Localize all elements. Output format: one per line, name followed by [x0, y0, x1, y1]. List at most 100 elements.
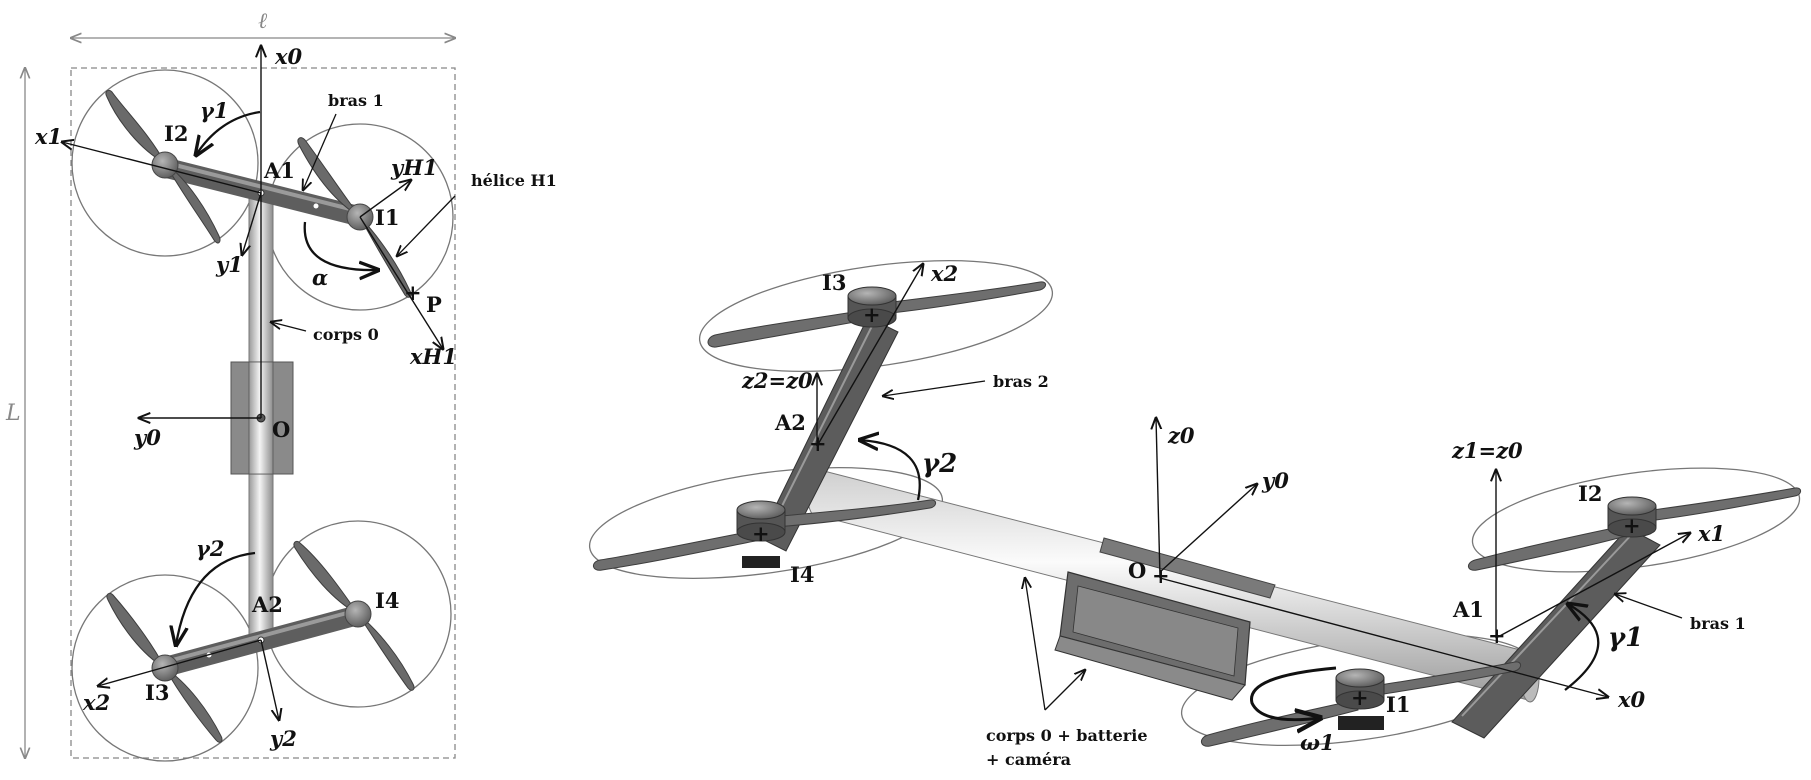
- iso-battery: [1099, 537, 1276, 599]
- label-I1: I1: [375, 205, 399, 230]
- iso-disc-I2: [1471, 467, 1801, 573]
- iso-disc-I3: [698, 259, 1054, 373]
- iso-callout-corps-arrow-a: [1025, 578, 1046, 711]
- iso-angle-gamma2-arc: [860, 440, 921, 501]
- iso-label-I2: I2: [1578, 481, 1602, 506]
- iso-callout-corps-arrow-b: [1044, 670, 1085, 711]
- iso-callout-bras2: bras 2: [993, 372, 1049, 391]
- iso-motor-I3: [847, 286, 897, 328]
- iso-arm-2-edge: [769, 317, 877, 531]
- iso-label-A2: A2: [774, 410, 806, 435]
- callout-helice: hélice H1: [471, 171, 557, 190]
- label-I4: I4: [375, 588, 399, 613]
- label-y1: y1: [215, 252, 243, 277]
- iso-cross-A1: +: [1488, 623, 1506, 648]
- top-view: ℓ L: [5, 9, 557, 762]
- length-dimension-label: L: [5, 401, 21, 426]
- propeller-I4: [293, 540, 415, 691]
- iso-motor-I1: [1335, 668, 1385, 730]
- iso-axis-z0: [1156, 418, 1160, 579]
- iso-callout-corps-line1: corps 0 + batterie: [986, 726, 1148, 745]
- label-x0: x0: [274, 44, 303, 69]
- label-y2: y2: [269, 726, 297, 751]
- arm-2-highlight: [163, 608, 360, 664]
- propeller-disc-I3: [71, 574, 259, 762]
- label-I3: I3: [145, 680, 169, 705]
- axis-y2: [260, 639, 279, 720]
- label-yH1: yH1: [390, 155, 438, 180]
- callout-corps0: corps 0: [313, 325, 379, 344]
- iso-label-omega1: ω1: [1300, 730, 1335, 755]
- iso-callout-bras1: bras 1: [1690, 614, 1746, 633]
- iso-axis-y0: [1159, 484, 1257, 573]
- iso-callout-bras2-arrow: [883, 380, 986, 396]
- axis-xH1: [359, 216, 443, 349]
- label-A2: A2: [251, 592, 283, 617]
- label-alpha: α: [312, 265, 328, 290]
- iso-label-gamma1: γ1: [1608, 623, 1643, 653]
- iso-motor-I2: [1607, 496, 1657, 538]
- label-P: P: [426, 292, 442, 317]
- iso-cross-O: +: [1152, 563, 1170, 588]
- label-O: O: [272, 417, 290, 442]
- angle-alpha-arc: [303, 221, 378, 270]
- width-dimension-label: ℓ: [258, 9, 268, 34]
- iso-angle-omega1-arc: [1250, 666, 1337, 720]
- iso-propeller-I3: [707, 281, 1047, 348]
- axis-x1: [62, 142, 262, 194]
- iso-label-x2: x2: [930, 261, 958, 286]
- callout-corps0-arrow: [271, 322, 307, 332]
- label-A1: A1: [263, 158, 295, 183]
- iso-axis-x0: [1159, 577, 1608, 697]
- iso-propeller-I2: [1468, 487, 1802, 571]
- iso-callout-corps-line2: + caméra: [986, 750, 1071, 769]
- iso-cross-I1: +: [1351, 685, 1369, 710]
- iso-label-z0: z0: [1167, 423, 1195, 448]
- angle-gamma1-arc: [196, 110, 261, 155]
- iso-arm-1-edge: [1461, 531, 1635, 717]
- iso-view: + + + + + + + I3 I4 I2 I1 A2 A1 O z0 y0 …: [588, 259, 1802, 769]
- label-x2: x2: [82, 690, 110, 715]
- callout-bras1: bras 1: [328, 91, 384, 110]
- iso-label-A1: A1: [1452, 597, 1484, 622]
- hub-I2: [151, 151, 179, 179]
- iso-label-I1: I1: [1386, 692, 1410, 717]
- iso-label-x1: x1: [1697, 521, 1725, 546]
- label-y0: y0: [133, 425, 161, 450]
- iso-camera-lens: [1072, 585, 1239, 677]
- iso-callout-bras1-arrow: [1615, 594, 1683, 619]
- iso-cross-I3: +: [863, 302, 881, 327]
- iso-axis-x1: [1495, 533, 1690, 639]
- iso-label-I4: I4: [790, 562, 814, 587]
- iso-disc-I4: [588, 466, 944, 580]
- iso-label-O: O: [1128, 558, 1146, 583]
- iso-arm-1: [1451, 527, 1661, 739]
- label-gamma1: γ1: [200, 98, 228, 123]
- iso-label-x0: x0: [1617, 687, 1646, 712]
- iso-propeller-I4: [593, 499, 937, 571]
- iso-label-I3: I3: [822, 270, 846, 295]
- propeller-I2: [105, 89, 221, 244]
- axis-yH1: [359, 180, 411, 218]
- point-P-cross: +: [404, 280, 422, 305]
- propeller-disc-I2: [71, 69, 259, 257]
- iso-cross-I4: +: [752, 521, 770, 546]
- iso-axis-x2: [816, 264, 923, 447]
- iso-angle-gamma1-arc: [1565, 604, 1600, 691]
- label-xH1: xH1: [409, 344, 457, 369]
- angle-gamma2-arc: [176, 551, 256, 645]
- hub-I3: [151, 654, 179, 682]
- iso-label-gamma2: γ2: [922, 449, 957, 479]
- callout-bras1-arrow: [303, 113, 337, 190]
- arm-1-hole: [313, 203, 319, 209]
- iso-motor-I4: [736, 500, 786, 568]
- iso-label-z1z0: z1=z0: [1451, 438, 1523, 463]
- label-I2: I2: [164, 121, 188, 146]
- callout-helice-arrow: [397, 195, 456, 256]
- arm-1-highlight: [161, 160, 364, 214]
- label-x1: x1: [34, 124, 62, 149]
- label-gamma2: γ2: [196, 536, 224, 561]
- hub-I4: [344, 600, 372, 628]
- bounding-box: [70, 67, 456, 759]
